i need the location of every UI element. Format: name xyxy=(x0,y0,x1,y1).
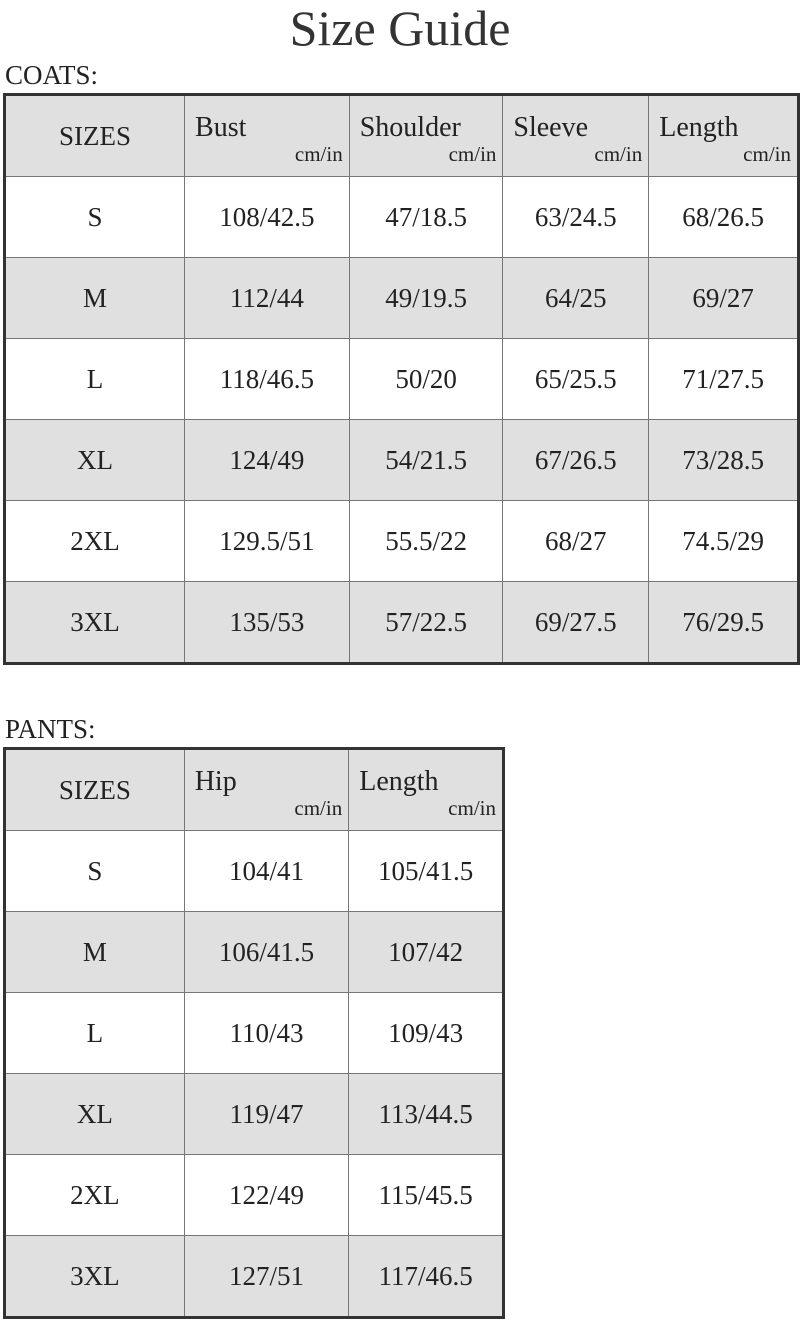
measurement-cell: 74.5/29 xyxy=(648,500,799,582)
unit-label: cm/in xyxy=(294,142,343,166)
measurement-cell: 119/47 xyxy=(183,1073,350,1155)
header-cell: Length cm/in xyxy=(648,94,799,177)
table-row: M 106/41.5 107/42 xyxy=(4,911,504,993)
unit-label: cm/in xyxy=(294,796,343,820)
unit-label: cm/in xyxy=(743,142,791,166)
measurement-cell: 118/46.5 xyxy=(184,338,350,420)
size-cell: 2XL xyxy=(3,500,186,582)
measurement-cell: 64/25 xyxy=(502,257,650,339)
column-label: Shoulder xyxy=(359,112,461,143)
measurement-cell: 117/46.5 xyxy=(348,1235,504,1318)
measurement-cell: 122/49 xyxy=(183,1154,350,1236)
header-cell: Hip cm/in xyxy=(183,748,350,831)
measurement-cell: 54/21.5 xyxy=(348,419,504,501)
measurement-cell: 129.5/51 xyxy=(184,500,350,582)
column-label: Length xyxy=(359,766,439,797)
measurement-cell: 135/53 xyxy=(184,581,350,664)
column-label: Length xyxy=(659,112,739,143)
unit-label: cm/in xyxy=(448,142,497,166)
measurement-cell: 105/41.5 xyxy=(348,830,504,912)
table-row: S 104/41 105/41.5 xyxy=(4,830,504,912)
column-label: Sleeve xyxy=(513,112,589,143)
table-row: 3XL 127/51 117/46.5 xyxy=(4,1235,504,1318)
table-row: 3XL 135/53 57/22.5 69/27.5 76/29.5 xyxy=(3,581,799,664)
size-cell: M xyxy=(3,257,186,339)
measurement-cell: 127/51 xyxy=(183,1235,350,1318)
size-cell: XL xyxy=(3,419,186,501)
measurement-cell: 73/28.5 xyxy=(648,419,799,501)
measurement-cell: 69/27 xyxy=(648,257,799,339)
header-cell: Length cm/in xyxy=(348,748,504,831)
page-title: Size Guide xyxy=(289,0,511,56)
size-cell: L xyxy=(4,992,185,1074)
table-row: L 110/43 109/43 xyxy=(4,992,504,1074)
unit-label: cm/in xyxy=(448,796,496,820)
column-label: Bust xyxy=(195,112,247,143)
size-cell: 3XL xyxy=(4,1235,185,1318)
measurement-cell: 47/18.5 xyxy=(348,176,504,258)
size-cell: L xyxy=(3,338,186,420)
measurement-cell: 115/45.5 xyxy=(348,1154,504,1236)
measurement-cell: 57/22.5 xyxy=(348,581,504,664)
measurement-cell: 109/43 xyxy=(348,992,504,1074)
table-row: XL 124/49 54/21.5 67/26.5 73/28.5 xyxy=(3,419,799,501)
measurement-cell: 76/29.5 xyxy=(648,581,799,664)
measurement-cell: 110/43 xyxy=(183,992,350,1074)
measurement-cell: 69/27.5 xyxy=(502,581,650,664)
measurement-cell: 63/24.5 xyxy=(502,176,650,258)
coats-label: COATS: xyxy=(5,60,99,90)
header-cell: Sleeve cm/in xyxy=(502,94,650,177)
measurement-cell: 67/26.5 xyxy=(502,419,650,501)
size-cell: 3XL xyxy=(3,581,186,664)
measurement-cell: 50/20 xyxy=(348,338,504,420)
size-cell: S xyxy=(4,830,185,912)
unit-label: cm/in xyxy=(594,142,643,166)
size-cell: M xyxy=(4,911,185,993)
pants-size-table: SIZES Hip cm/in Length cm/in S 104/41 105/41.5 M… xyxy=(3,747,505,1319)
table-row: XL 119/47 113/44.5 xyxy=(4,1073,504,1155)
header-cell: Bust cm/in xyxy=(184,94,350,177)
table-row: 2XL 129.5/51 55.5/22 68/27 74.5/29 xyxy=(3,500,799,582)
table-row: S 108/42.5 47/18.5 63/24.5 68/26.5 xyxy=(3,176,799,258)
measurement-cell: 55.5/22 xyxy=(348,500,504,582)
measurement-cell: 49/19.5 xyxy=(348,257,504,339)
measurement-cell: 104/41 xyxy=(183,830,350,912)
column-label: Hip xyxy=(194,766,237,797)
measurement-cell: 68/27 xyxy=(502,500,650,582)
header-row: SIZES Hip cm/in Length cm/in xyxy=(4,748,504,831)
measurement-cell: 71/27.5 xyxy=(648,338,799,420)
measurement-cell: 124/49 xyxy=(184,419,350,501)
measurement-cell: 108/42.5 xyxy=(184,176,350,258)
coats-size-table: SIZES Bust cm/in Shoulder cm/in Sleeve cm/in Le… xyxy=(3,93,800,665)
header-cell: SIZES xyxy=(3,94,186,177)
measurement-cell: 65/25.5 xyxy=(502,338,650,420)
header-cell: SIZES xyxy=(4,748,185,831)
measurement-cell: 113/44.5 xyxy=(348,1073,504,1155)
table-row: M 112/44 49/19.5 64/25 69/27 xyxy=(3,257,799,339)
measurement-cell: 68/26.5 xyxy=(648,176,799,258)
table-row: L 118/46.5 50/20 65/25.5 71/27.5 xyxy=(3,338,799,420)
size-cell: XL xyxy=(4,1073,185,1155)
pants-label: PANTS: xyxy=(5,714,96,744)
measurement-cell: 107/42 xyxy=(348,911,504,993)
measurement-cell: 112/44 xyxy=(184,257,350,339)
header-cell: Shoulder cm/in xyxy=(348,94,504,177)
size-cell: 2XL xyxy=(4,1154,185,1236)
table-row: 2XL 122/49 115/45.5 xyxy=(4,1154,504,1236)
measurement-cell: 106/41.5 xyxy=(183,911,350,993)
size-cell: S xyxy=(3,176,186,258)
header-row: SIZES Bust cm/in Shoulder cm/in Sleeve cm/in Le… xyxy=(3,94,799,177)
